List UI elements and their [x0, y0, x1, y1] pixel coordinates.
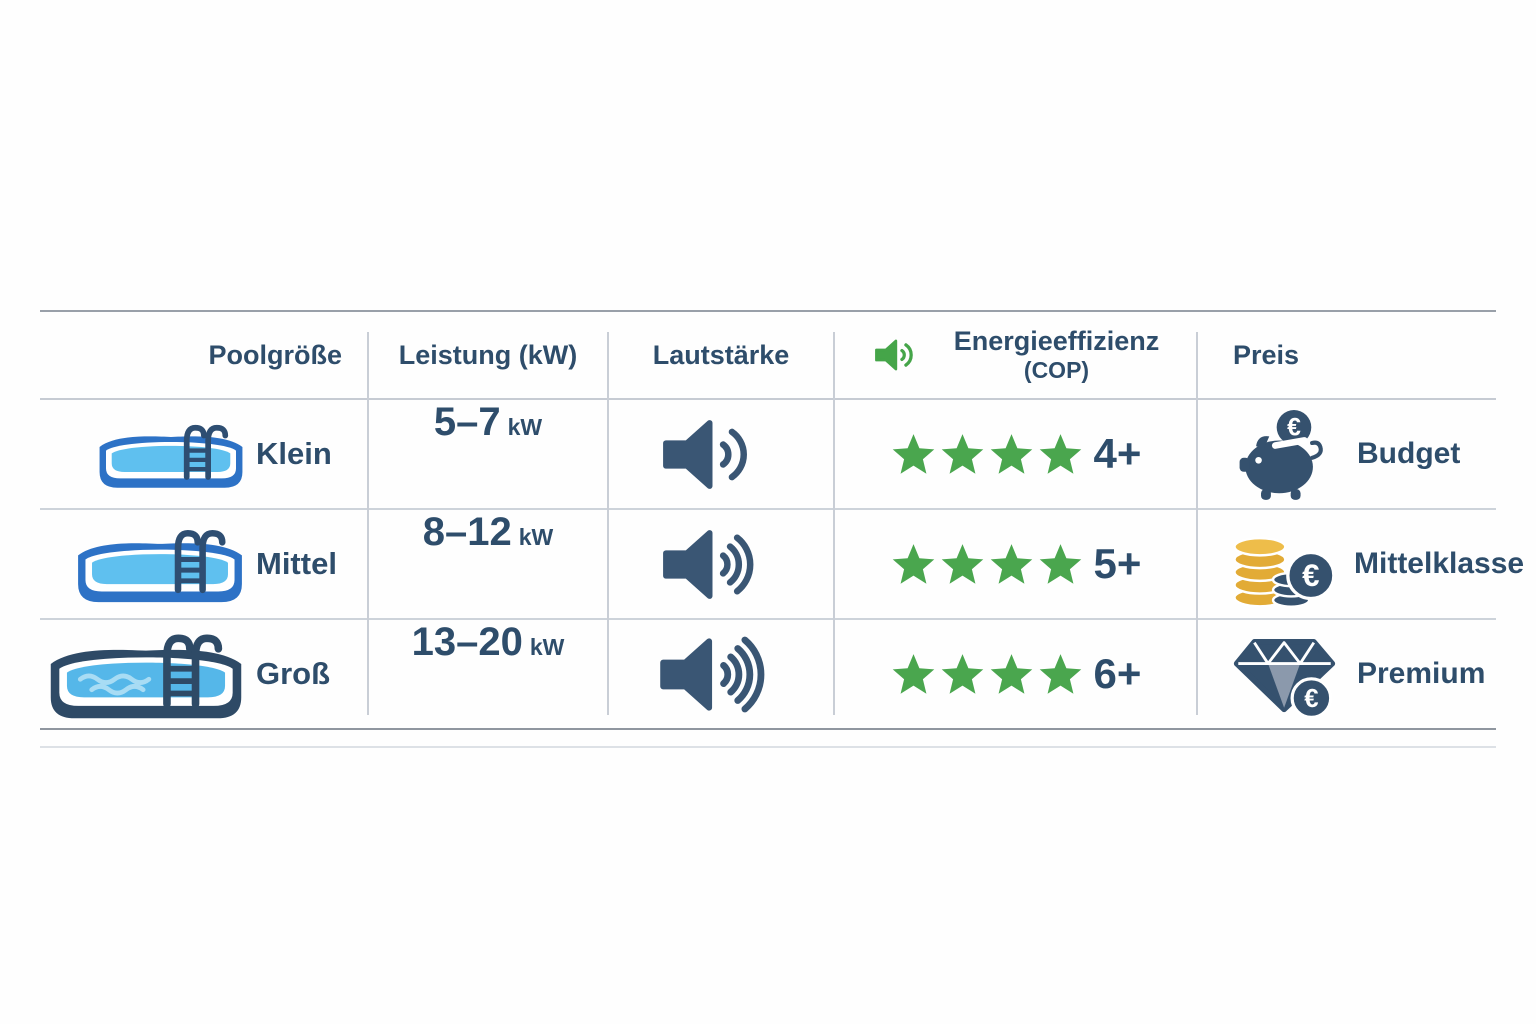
diamond-euro-icon: € [1233, 639, 1335, 719]
cell-power-klein: 5–7 kW [368, 400, 608, 508]
cell-noise-mittel [608, 510, 834, 618]
star-icon [941, 433, 983, 474]
star-icon [990, 433, 1032, 474]
star-icon [892, 433, 934, 474]
price-tier-label: Budget [1357, 437, 1461, 470]
price-tier-label: Mittelklasse [1354, 547, 1525, 580]
pool-size-label: Mittel [256, 546, 337, 581]
cell-pool-size-klein: Klein [40, 400, 368, 508]
header-cell-price: Preis [1197, 312, 1496, 398]
cell-efficiency-klein: 4+ [834, 400, 1197, 508]
cell-price-mittel: € Mittelklasse [1197, 510, 1524, 618]
star-icon [892, 543, 934, 584]
piggy-bank-euro-icon: € [1239, 409, 1323, 500]
euro-symbol: € [1287, 414, 1301, 441]
cell-pool-size-gross: Groß [40, 620, 368, 728]
coins-euro-icon: € [1233, 536, 1336, 608]
star-icon [990, 543, 1032, 584]
star-icon [941, 653, 983, 694]
cell-noise-klein [608, 400, 834, 508]
star-icon [1039, 433, 1081, 474]
comparison-table: Poolgröße Leistung (kW) Lautstärke Energ… [40, 310, 1524, 748]
euro-symbol: € [1304, 685, 1318, 713]
cop-value: 4+ [1093, 430, 1142, 477]
power-unit: kW [529, 634, 565, 660]
star-rating [890, 541, 1084, 588]
table-header-row: Poolgröße Leistung (kW) Lautstärke Energ… [40, 312, 1496, 400]
header-label-power: Leistung (kW) [398, 339, 578, 370]
table-row-gross: Groß 13–20 kW [40, 620, 1496, 730]
cop-value: 5+ [1093, 540, 1142, 587]
pool-medium-icon [78, 530, 242, 603]
cop-value: 6+ [1093, 650, 1142, 697]
speaker-4-waves-icon [660, 636, 765, 712]
speaker-2-waves-icon [663, 419, 747, 489]
cell-noise-gross [608, 620, 834, 728]
table-row-mittel: Mittel 8–12 kW [40, 510, 1524, 620]
star-icon [1039, 543, 1081, 584]
cell-power-gross: 13–20 kW [368, 620, 608, 728]
header-cell-pool-size: Poolgröße [40, 312, 368, 398]
pool-size-label: Klein [256, 436, 332, 471]
header-label-efficiency: Energieeffizienz [953, 326, 1160, 357]
cell-price-gross: € Premium [1197, 620, 1496, 728]
header-cell-noise: Lautstärke [608, 312, 834, 398]
cell-power-mittel: 8–12 kW [368, 510, 608, 618]
header-label-efficiency-sub: (COP) [1023, 357, 1090, 384]
header-label-price: Preis [1233, 339, 1300, 370]
pool-size-label: Groß [256, 656, 331, 691]
power-unit: kW [518, 524, 554, 550]
pool-large-icon [50, 634, 242, 719]
star-icon [941, 543, 983, 584]
speaker-3-waves-icon [663, 529, 754, 599]
column-divider [607, 332, 609, 715]
power-range: 13–20 [411, 620, 523, 664]
power-unit: kW [507, 414, 543, 440]
star-icon [892, 653, 934, 694]
speaker-green-icon [874, 339, 913, 371]
star-icon [990, 653, 1032, 694]
header-label-noise: Lautstärke [652, 339, 790, 370]
column-divider [1196, 332, 1198, 715]
pool-small-icon [99, 424, 243, 488]
header-label-pool-size: Poolgröße [208, 339, 343, 370]
table-row-klein: Klein 5–7 kW 4+ [40, 400, 1496, 510]
cell-price-klein: € Budget [1197, 400, 1496, 508]
star-rating [890, 651, 1084, 698]
column-divider [833, 332, 835, 715]
star-icon [1039, 653, 1081, 694]
cell-efficiency-gross: 6+ [834, 620, 1197, 728]
header-cell-efficiency: Energieeffizienz (COP) [834, 312, 1197, 398]
power-range: 5–7 [433, 400, 501, 444]
column-divider [367, 332, 369, 715]
header-cell-power: Leistung (kW) [368, 312, 608, 398]
price-tier-label: Premium [1357, 657, 1486, 690]
bottom-faint-rule [40, 746, 1496, 748]
power-range: 8–12 [422, 510, 512, 554]
star-rating [890, 431, 1084, 478]
cell-efficiency-mittel: 5+ [834, 510, 1197, 618]
cell-pool-size-mittel: Mittel [40, 510, 368, 618]
euro-symbol: € [1302, 558, 1319, 593]
